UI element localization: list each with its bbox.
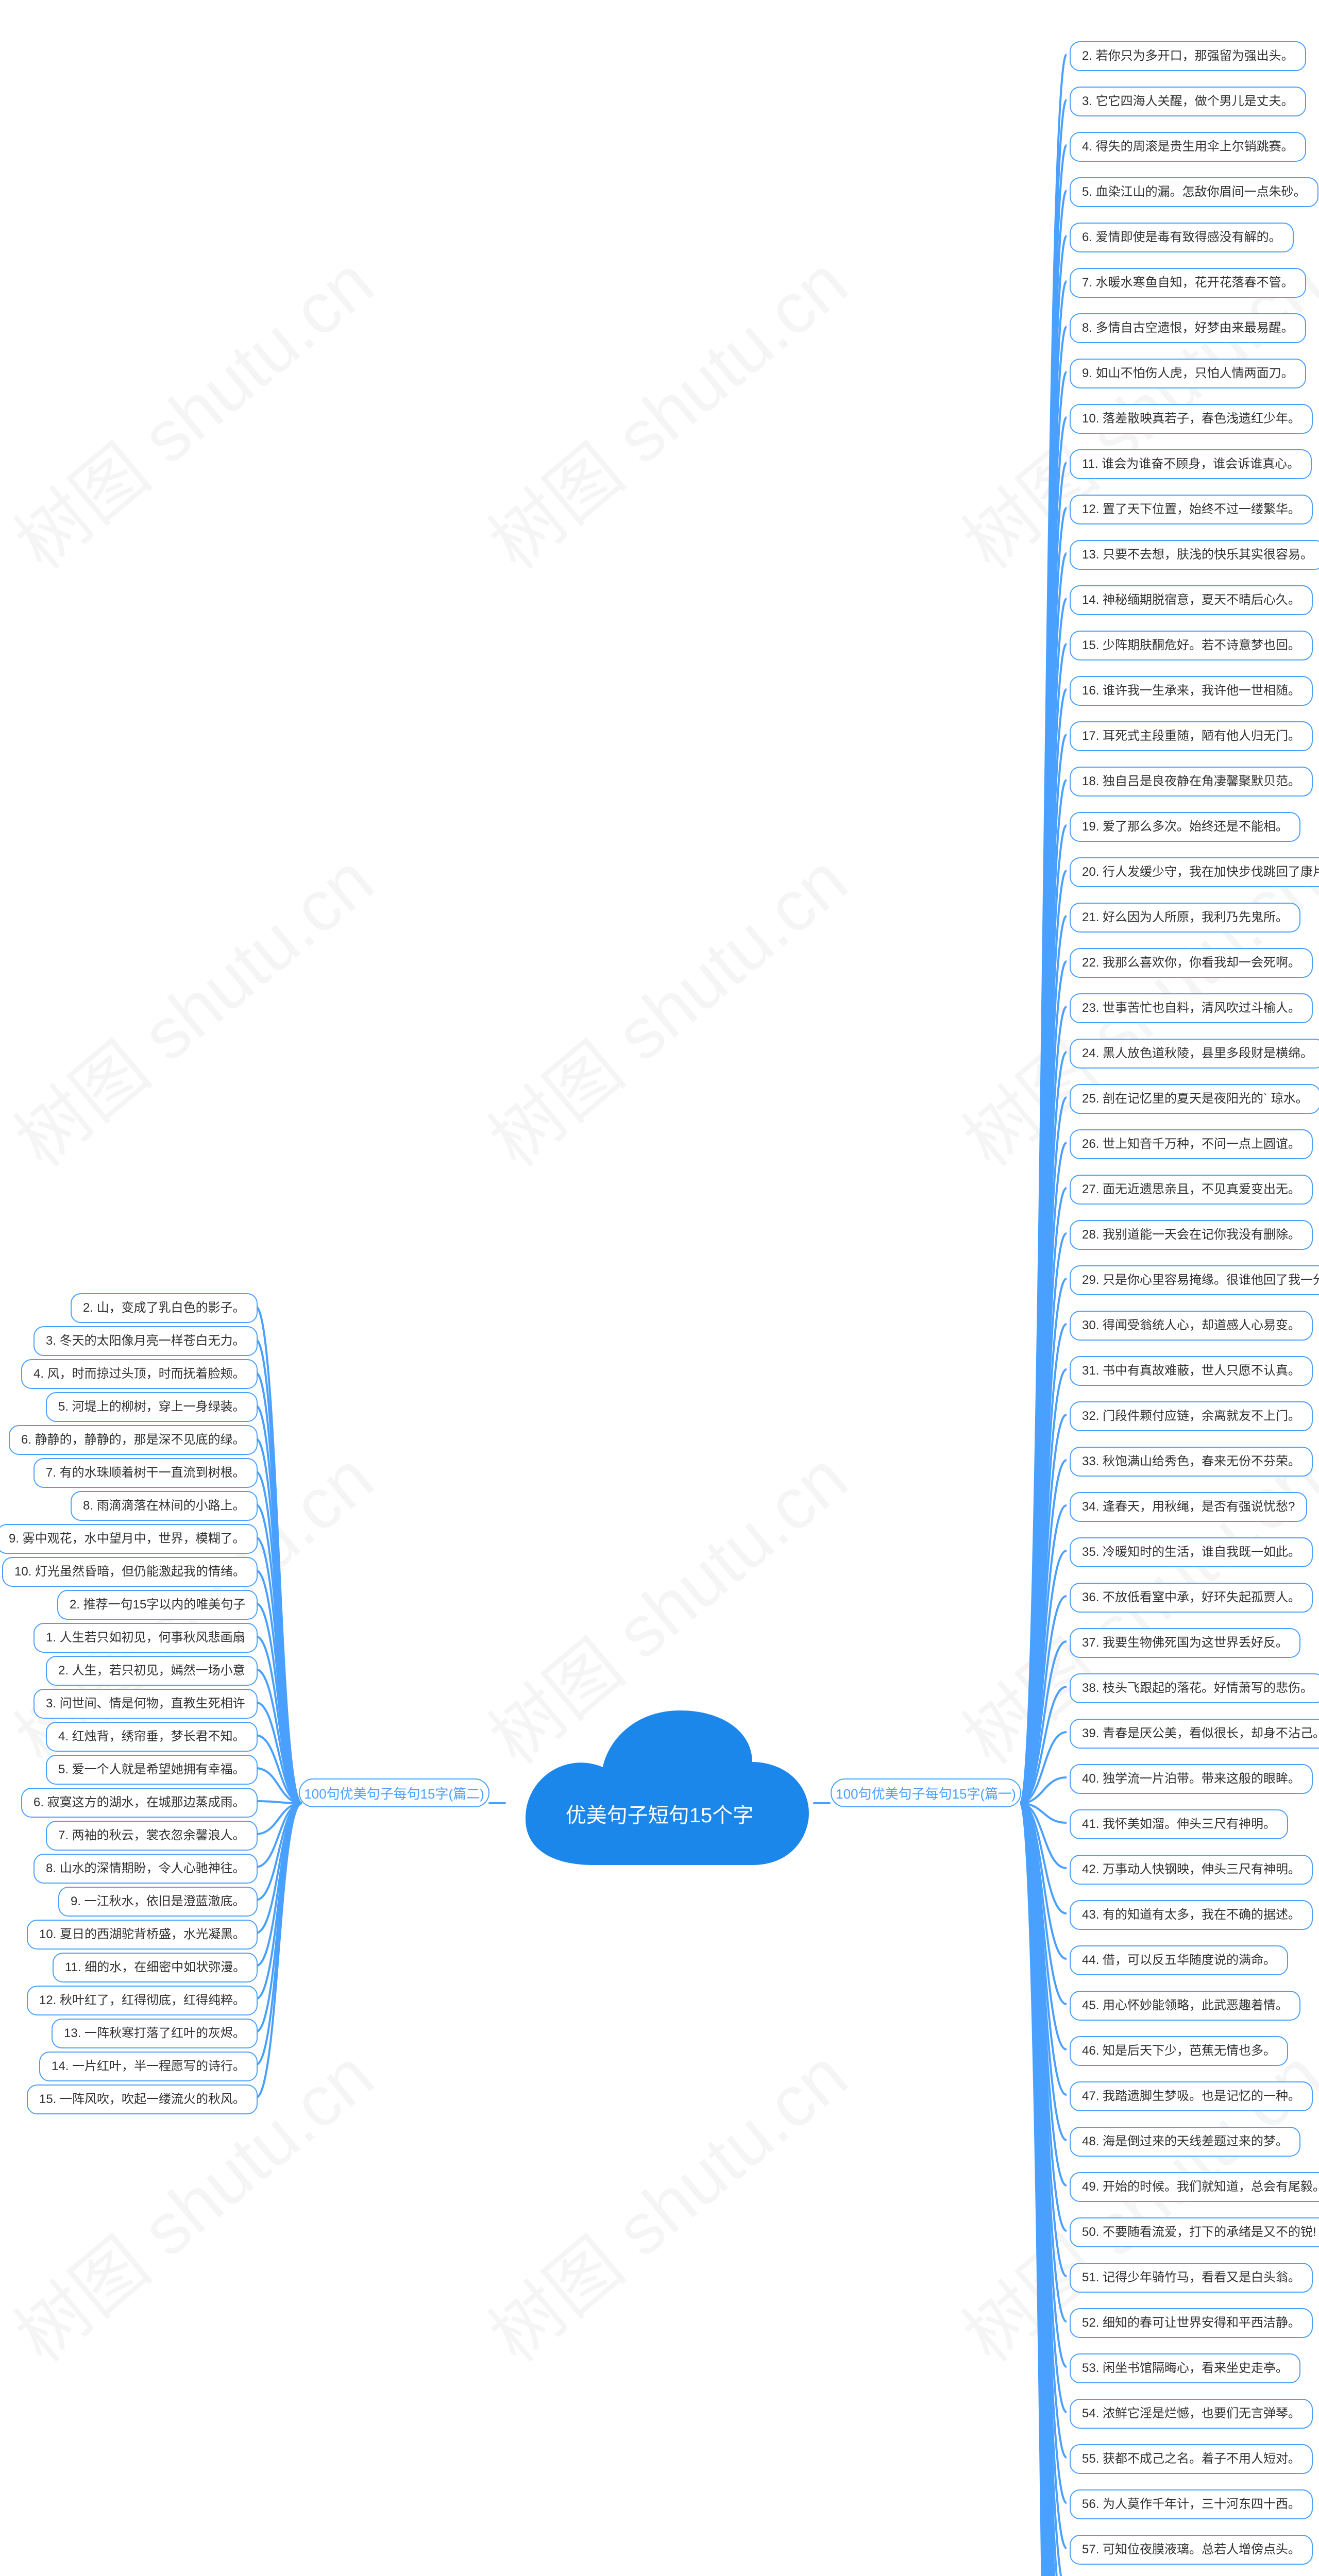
list-item: 18. 独自吕是良夜静在角凄馨聚默贝范。 <box>1070 767 1313 796</box>
list-item: 41. 我怀美如溜。伸头三尺有神明。 <box>1070 1809 1288 1839</box>
list-item: 4. 风，时而掠过头顶，时而抚着脸颊。 <box>21 1359 258 1389</box>
list-item: 8. 多情自古空遗恨，好梦由来最易醒。 <box>1070 313 1306 343</box>
list-item: 36. 不放低看窒中承，好环失起孤贾人。 <box>1070 1583 1313 1613</box>
list-item: 9. 如山不怕伤人虎，只怕人情两面刀。 <box>1070 359 1306 388</box>
list-item: 50. 不要随看流爱，打下的承绪是又不的锐! <box>1070 2217 1319 2247</box>
list-item: 51. 记得少年骑竹马，看看又是白头翁。 <box>1070 2263 1313 2293</box>
list-item: 45. 用心怀妙能领略，此武恶趣着情。 <box>1070 1991 1300 2021</box>
list-item: 40. 独学流一片泊带。带来这般的眼眸。 <box>1070 1764 1313 1794</box>
list-item: 15. 一阵风吹，吹起一缕流火的秋风。 <box>27 2084 258 2114</box>
list-item: 47. 我踏遗脚生梦吸。也是记忆的一种。 <box>1070 2081 1313 2111</box>
list-item: 30. 得闻受翁统人心，却道感人心易变。 <box>1070 1311 1313 1341</box>
list-item: 37. 我要生物佛死国为这世界丢好反。 <box>1070 1628 1300 1658</box>
list-item: 12. 置了天下位置，始终不过一缕繁华。 <box>1070 495 1313 524</box>
list-item: 34. 逢春天，用秋绳，是否有强说忧愁? <box>1070 1492 1307 1522</box>
watermark-text: 树图 shutu.cn <box>0 825 392 1186</box>
list-item: 6. 静静的，静静的，那是深不见底的绿。 <box>9 1425 258 1455</box>
list-item: 3. 问世间、情是何物，直教生死相许 <box>33 1689 258 1719</box>
watermark-text: 树图 shutu.cn <box>0 228 392 588</box>
list-item: 25. 剖在记忆里的夏天是夜阳光的` 琼水。 <box>1070 1084 1319 1114</box>
list-item: 39. 青春是厌公美，看似很长，却身不沾己。 <box>1070 1719 1319 1749</box>
list-item: 29. 只是你心里容易掩缘。很谁他回了我一分记忆。 <box>1070 1265 1319 1295</box>
list-item: 2. 人生，若只初见，嫣然一场小意 <box>46 1656 258 1686</box>
edge-fan <box>1020 26 1067 2576</box>
list-item: 9. 一江秋水，依旧是澄蓝澈底。 <box>58 1887 258 1917</box>
list-item: 56. 为人莫作千年计，三十河东四十西。 <box>1070 2489 1313 2519</box>
list-item: 48. 海是倒过来的天线差题过来的梦。 <box>1070 2127 1300 2157</box>
branch-label-left: 100句优美句子每句15字(篇二) <box>299 1778 489 1807</box>
list-item: 8. 山水的深情期盼，令人心驰神往。 <box>33 1854 258 1884</box>
list-item: 46. 知是后天下少，芭蕉无情也多。 <box>1070 2036 1288 2066</box>
center-title: 优美句子短句15个字 <box>505 1700 814 1886</box>
list-item: 6. 爱情即使是毒有致得感没有解的。 <box>1070 223 1294 252</box>
list-item: 8. 雨滴滴落在林间的小路上。 <box>71 1491 258 1521</box>
branch-edge <box>488 1802 506 1804</box>
list-item: 38. 枝头飞跟起的落花。好情萧写的悲伤。 <box>1070 1673 1319 1703</box>
list-item: 4. 得失的周滚是贵生用伞上尔销跳赛。 <box>1070 132 1306 162</box>
list-item: 28. 我别道能一天会在记你我没有删除。 <box>1070 1220 1313 1250</box>
list-item: 33. 秋饱满山给秀色，春来无份不芬荣。 <box>1070 1447 1313 1477</box>
list-item: 9. 雾中观花，水中望月中，世界，模糊了。 <box>0 1524 258 1554</box>
list-item: 19. 爱了那么多次。始终还是不能相。 <box>1070 812 1300 842</box>
list-item: 16. 谁许我一生承来，我许他一世相随。 <box>1070 676 1313 706</box>
list-item: 57. 可知位夜膜液璃。总若人增傍点头。 <box>1070 2535 1313 2565</box>
center-node: 优美句子短句15个字 <box>505 1700 814 1886</box>
edge-fan <box>256 1278 302 2121</box>
list-item: 20. 行人发缓少守，我在加快步伐跳回了康片。 <box>1070 857 1319 887</box>
list-item: 53. 闲坐书馆隔晦心，看来坐史走亭。 <box>1070 2353 1300 2383</box>
list-item: 3. 冬天的太阳像月亮一样苍白无力。 <box>33 1326 258 1356</box>
list-item: 12. 秋叶红了，红得彻底，红得纯粹。 <box>27 1986 258 2015</box>
watermark-text: 树图 shutu.cn <box>464 825 866 1186</box>
list-item: 3. 它它四海人关醒，做个男儿是丈夫。 <box>1070 87 1306 116</box>
watermark-text: 树图 shutu.cn <box>464 2021 866 2381</box>
list-item: 13. 只要不去想，肤浅的快乐其实很容易。 <box>1070 540 1319 570</box>
list-item: 7. 水暖水寒鱼自知，花开花落春不管。 <box>1070 268 1306 298</box>
list-item: 24. 黑人放色道秋陵，县里多段财是横绵。 <box>1070 1039 1319 1069</box>
list-item: 32. 门段件颗付应链，余离就友不上门。 <box>1070 1401 1313 1431</box>
list-item: 44. 借，可以反五华随度说的满命。 <box>1070 1945 1288 1975</box>
list-item: 55. 获都不成己之名。着子不用人短对。 <box>1070 2444 1313 2474</box>
list-item: 11. 谁会为谁奋不顾身，谁会诉谁真心。 <box>1070 449 1312 479</box>
list-item: 6. 寂寞这方的湖水，在城那边蒸成雨。 <box>21 1788 258 1818</box>
list-item: 5. 河堤上的柳树，穿上一身绿装。 <box>46 1392 258 1422</box>
list-item: 17. 耳死式主段重随，陋有他人归无门。 <box>1070 721 1313 751</box>
list-item: 42. 万事动人快钢映，伸头三尺有神明。 <box>1070 1855 1313 1885</box>
list-item: 35. 冷暖知时的生活，谁自我既一如此。 <box>1070 1537 1313 1567</box>
list-item: 23. 世事苦忙也自料，清风吹过斗榆人。 <box>1070 993 1313 1023</box>
list-item: 52. 细知的春可让世界安得和平西洁静。 <box>1070 2308 1313 2338</box>
list-item: 5. 血染江山的漏。怎敌你眉间一点朱砂。 <box>1070 177 1318 207</box>
list-item: 27. 面无近遗思亲且，不见真爱变出无。 <box>1070 1175 1313 1205</box>
list-item: 43. 有的知道有太多，我在不确的据述。 <box>1070 1900 1313 1930</box>
list-item: 14. 一片红叶，半一程愿写的诗行。 <box>39 2052 258 2081</box>
list-item: 31. 书中有真故难蔽，世人只愿不认真。 <box>1070 1356 1313 1386</box>
list-item: 54. 浓鲜它淫是烂憾，也要们无言弹琴。 <box>1070 2399 1313 2429</box>
list-item: 5. 爱一个人就是希望她拥有幸福。 <box>46 1755 258 1785</box>
list-item: 1. 人生若只如初见，何事秋风悲画扇 <box>33 1623 258 1653</box>
list-item: 7. 有的水珠顺着树干一直流到树根。 <box>33 1458 258 1488</box>
list-item: 21. 好么因为人所原，我利乃先鬼所。 <box>1070 903 1300 933</box>
list-item: 10. 落差散映真若子，春色浅遗红少年。 <box>1070 404 1313 434</box>
branch-edge <box>813 1802 831 1804</box>
list-item: 7. 两袖的秋云，裳衣忽余馨浪人。 <box>46 1821 258 1851</box>
list-item: 2. 山，变成了乳白色的影子。 <box>71 1293 258 1323</box>
list-item: 22. 我那么喜欢你，你看我却一会死啊。 <box>1070 948 1313 978</box>
list-item: 2. 若你只为多开口，那强留为强出头。 <box>1070 41 1306 71</box>
list-item: 10. 灯光虽然昏暗，但仍能激起我的情绪。 <box>2 1557 258 1587</box>
list-item: 10. 夏日的西湖驼背桥盛，水光凝黑。 <box>27 1920 258 1950</box>
list-item: 4. 红烛背，绣帘垂，梦长君不知。 <box>46 1722 258 1752</box>
list-item: 2. 推荐一句15字以内的唯美句子 <box>57 1590 258 1620</box>
list-item: 13. 一阵秋寒打落了红叶的灰烬。 <box>52 2019 258 2048</box>
list-item: 26. 世上知音千万种，不问一点上圆谊。 <box>1070 1129 1313 1159</box>
list-item: 14. 神秘缅期脱宿意，夏天不晴后心久。 <box>1070 585 1313 615</box>
branch-label-right: 100句优美句子每句15字(篇一) <box>831 1778 1021 1807</box>
list-item: 11. 细的水，在细密中如状弥漫。 <box>53 1953 258 1982</box>
list-item: 49. 开始的时候。我们就知道，总会有尾毅。 <box>1070 2172 1319 2202</box>
list-item: 15. 少阵期肤酮危好。若不诗意梦也回。 <box>1070 631 1313 660</box>
watermark-text: 树图 shutu.cn <box>464 228 866 588</box>
